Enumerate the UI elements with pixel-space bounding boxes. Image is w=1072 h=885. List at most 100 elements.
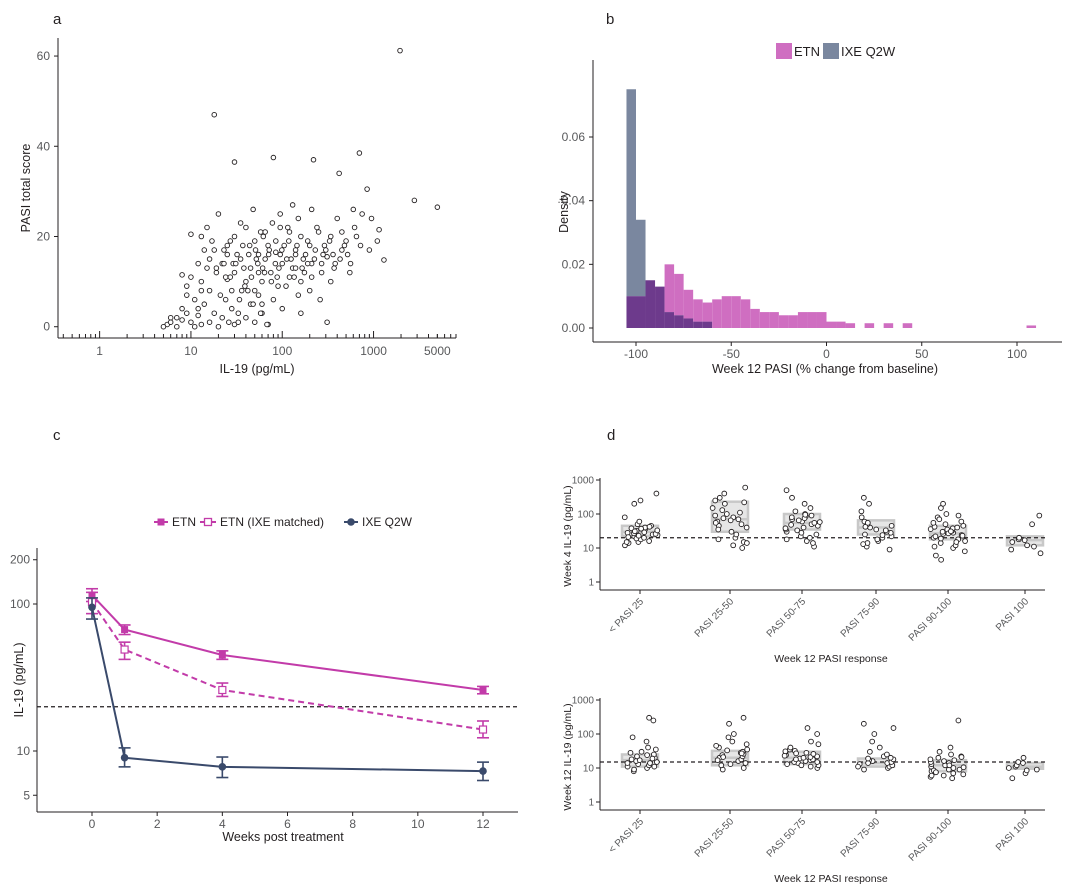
x-tick-label: -100 [624,347,648,361]
data-point [647,760,653,766]
data-point [882,527,889,534]
data-point [1024,542,1030,549]
legend-marker-etn [157,518,165,526]
data-point [347,269,353,276]
x-tick-label: 8 [349,817,356,831]
y-tick-label: 1000 [572,696,595,707]
data-point [792,508,799,515]
y-tick-label: 40 [37,139,51,153]
data-point [277,211,283,217]
data-point [782,525,789,532]
panel-a-x-ticks: 1 10 100 1000 5000 [62,331,457,358]
data-point [652,746,659,753]
data-point [257,310,264,316]
data-point [1031,543,1037,550]
data-point [179,305,185,312]
data-point [862,523,869,530]
data-point [434,204,441,210]
data-point [874,536,881,543]
data-point [359,211,365,217]
data-point [237,220,244,226]
data-point [277,224,283,231]
etn-bar [883,323,894,328]
data-point [933,769,939,776]
data-point [160,323,167,330]
panel-d-top-boxes [620,500,1045,547]
data-point [813,531,820,538]
data-point [184,283,190,289]
etn-bar [759,312,770,328]
data-point [739,545,746,551]
data-point [299,265,305,271]
data-point [650,717,657,724]
data-point [947,744,954,751]
data-point [265,242,271,249]
data-point [798,762,805,769]
data-point [743,524,750,531]
x-tick-label: 6 [284,817,291,831]
legend-marker-ixe [347,518,355,526]
data-point [636,518,643,525]
x-tick-label: 4 [219,817,226,831]
panel-b-ylabel: Density [557,190,571,232]
data-point [246,242,253,249]
etn-bar [769,312,779,328]
data-point [252,247,259,253]
data-point [344,251,351,258]
data-point [265,251,272,258]
data-point [651,763,658,770]
data-marker [479,686,487,694]
etn-bar [836,321,846,328]
data-point [782,748,789,755]
legend-label-ixe: IXE Q2W [841,44,896,59]
data-point [255,269,262,276]
legend-label-etn-matched: ETN (IXE matched) [220,515,324,529]
data-point [211,310,217,316]
data-point [783,536,790,543]
data-point [339,229,345,235]
data-point [255,251,262,258]
data-point [960,764,967,771]
data-point [167,319,174,325]
data-point [1009,775,1016,782]
data-point [323,247,329,253]
x-tick-label: PASI 50-75 [765,596,809,640]
x-tick-label: 10 [411,817,425,831]
panel-c-label: c [53,427,61,444]
data-point [788,521,794,528]
panel-a-y-ticks: 0 20 40 60 [37,49,58,334]
data-point [928,772,935,779]
data-point [712,519,719,526]
data-marker [478,725,488,734]
data-point [243,224,249,231]
x-tick-label: PASI 25-50 [693,596,737,640]
panel-b-bars [626,89,1037,328]
data-point [252,287,258,294]
y-tick-label: 100 [577,730,594,741]
overlap-bar [693,321,703,328]
data-point [286,229,293,235]
data-point [800,754,807,761]
panel-d-bottom-xlabel: Week 12 PASI response [774,873,888,885]
data-point [935,754,942,761]
data-point [260,233,267,240]
y-tick-label: 10 [583,764,595,775]
data-point [635,532,642,539]
data-point [962,538,968,544]
data-point [641,529,648,536]
data-point [1023,767,1030,774]
data-point [411,197,418,204]
data-point [646,714,652,721]
data-point [376,226,382,233]
data-point [621,514,628,521]
data-point [238,287,245,294]
data-point [948,751,954,758]
data-point [304,260,311,267]
data-point [951,757,958,764]
data-point [364,186,370,192]
data-marker [121,626,129,634]
data-point [1036,512,1043,519]
data-point [206,319,213,325]
data-point [866,500,872,507]
data-point [174,314,180,321]
